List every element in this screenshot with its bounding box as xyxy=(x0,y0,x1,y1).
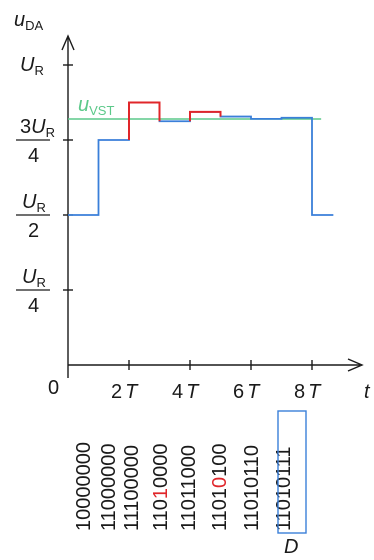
y-axis-label: uDA xyxy=(14,9,44,33)
reference-line: uVST xyxy=(68,94,322,120)
origin-label: 0 xyxy=(48,377,59,399)
y-label-num-UR_1_4: UR xyxy=(22,266,46,290)
x-axis-arrowhead xyxy=(347,358,364,372)
code-5: 11010100 xyxy=(209,443,231,531)
y-axis-arrowhead xyxy=(61,34,75,51)
result-box xyxy=(277,410,307,534)
code-3: 11010000 xyxy=(150,443,172,531)
y-label-UR_full: UR xyxy=(20,54,44,78)
code-4: 11011000 xyxy=(178,445,200,531)
y-label-num-UR_1_2: UR xyxy=(22,191,46,215)
x-axis-label: t xyxy=(364,381,371,403)
red-trial-step-2 xyxy=(128,101,161,140)
y-label-den-UR_1_4: 4 xyxy=(28,295,39,317)
y-levels: UR 3UR 4 UR 2 UR 4 xyxy=(16,54,73,317)
y-label-num-UR_3_4: 3UR xyxy=(20,116,55,140)
result-label: D xyxy=(284,536,298,558)
code-1: 11000000 xyxy=(98,443,120,531)
code-0: 10000000 xyxy=(73,442,95,531)
y-label-den-UR_1_2: 2 xyxy=(28,220,39,242)
code-2: 11100000 xyxy=(121,445,143,531)
step-traces xyxy=(68,101,334,216)
y-label-den-UR_3_4: 4 xyxy=(28,145,39,167)
vst-label: uVST xyxy=(78,94,114,118)
red-trial-step-4 xyxy=(189,110,222,122)
code-7: 11010111 xyxy=(273,446,295,531)
code-6: 11010110 xyxy=(241,445,263,531)
